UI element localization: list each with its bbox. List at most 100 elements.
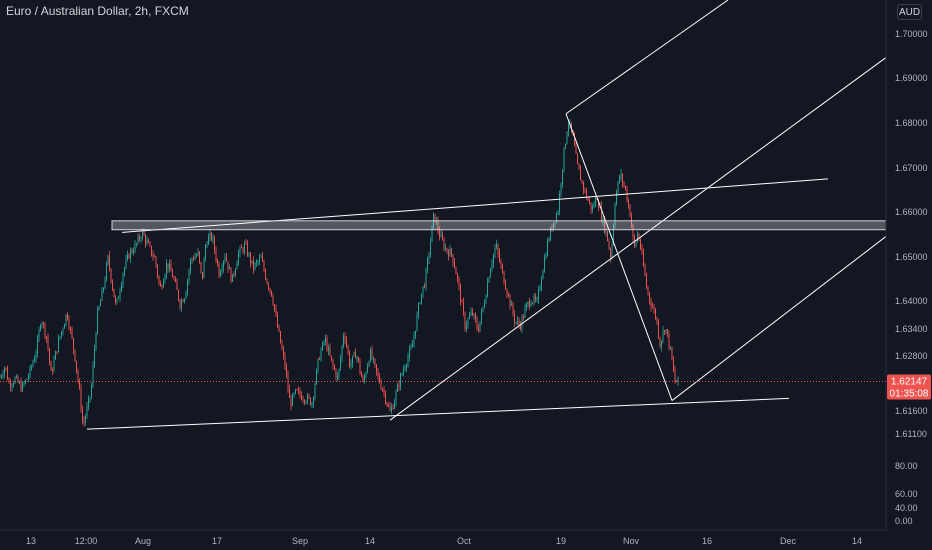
- candle-body: [595, 198, 596, 206]
- candle-body: [175, 279, 176, 282]
- time-tick-label: Sep: [292, 536, 308, 546]
- candle-body: [652, 307, 653, 308]
- candle-body: [428, 254, 430, 260]
- candle-body: [170, 263, 172, 272]
- candle-body: [452, 254, 454, 263]
- candle-body: [524, 308, 526, 318]
- candle-body: [22, 383, 23, 391]
- candle-body: [446, 248, 448, 252]
- candle-body: [353, 352, 355, 356]
- candle-body: [1, 376, 2, 378]
- candle-body: [470, 311, 472, 316]
- symbol-title[interactable]: Euro / Australian Dollar, 2h, FXCM: [6, 4, 189, 18]
- candle-body: [521, 316, 523, 329]
- candles-layer: [0, 119, 679, 427]
- candle-body: [121, 284, 122, 292]
- candle-body: [448, 251, 449, 257]
- candle-body: [215, 250, 217, 261]
- candle-body: [182, 300, 184, 303]
- candle-body: [331, 355, 332, 361]
- candle-body: [635, 241, 637, 247]
- time-axis-labels: 13 12:00 Aug 17 Sep 14 Oct 19 Nov 16 Dec 14: [26, 536, 862, 546]
- candle-body: [661, 340, 662, 347]
- candle-body: [145, 235, 146, 244]
- candle-body: [592, 206, 593, 210]
- candle-body: [346, 339, 347, 346]
- candle-body: [112, 281, 113, 289]
- candle-body: [37, 339, 38, 354]
- candle-body: [25, 379, 26, 384]
- candle-body: [191, 258, 193, 261]
- candle-body: [622, 173, 623, 183]
- candle-body: [629, 204, 631, 217]
- time-tick-label: 17: [212, 536, 222, 546]
- candle-body: [260, 256, 262, 258]
- candle-body: [259, 257, 260, 262]
- candle-body: [124, 267, 125, 274]
- candle-body: [658, 322, 659, 338]
- candle-body: [34, 358, 35, 362]
- candle-body: [517, 320, 518, 323]
- candle-body: [50, 361, 52, 371]
- candle-body: [413, 336, 415, 345]
- candle-body: [611, 245, 613, 259]
- candle-body: [355, 352, 356, 359]
- candle-body: [359, 361, 361, 373]
- candle-body: [11, 385, 13, 387]
- price-tick-label: 1.70000: [895, 29, 928, 39]
- time-tick-label: 14: [365, 536, 375, 546]
- trendline-drawing: [565, 113, 673, 401]
- candle-body: [364, 376, 365, 382]
- candle-body: [155, 256, 157, 266]
- candle-body: [319, 358, 320, 360]
- candle-body: [20, 382, 22, 391]
- currency-button[interactable]: AUD: [897, 4, 922, 20]
- candle-body: [109, 255, 110, 269]
- candle-body: [178, 290, 179, 301]
- candle-body: [377, 371, 379, 376]
- candle-body: [19, 382, 20, 384]
- candle-body: [101, 289, 103, 301]
- time-tick-label: 14: [852, 536, 862, 546]
- candle-body: [40, 325, 41, 330]
- candle-body: [59, 336, 61, 339]
- candle-body: [668, 333, 670, 348]
- candle-body: [95, 333, 97, 349]
- volume-tick-label: 80.00: [895, 461, 918, 471]
- time-tick-label: 16: [702, 536, 712, 546]
- candle-body: [391, 407, 392, 412]
- candle-body: [283, 349, 284, 356]
- candle-body: [62, 328, 64, 332]
- candle-body: [613, 225, 614, 246]
- trendline-drawing: [389, 57, 887, 421]
- candle-body: [77, 370, 79, 382]
- candle-body: [664, 330, 665, 333]
- time-axis[interactable]: [0, 530, 886, 550]
- candle-body: [16, 376, 17, 378]
- candle-body: [341, 345, 343, 359]
- candle-body: [119, 291, 121, 298]
- candle-body: [313, 397, 314, 404]
- current-price-value: 1.62147: [891, 377, 928, 388]
- candle-body: [73, 338, 74, 350]
- candle-body: [82, 409, 83, 422]
- price-axis[interactable]: [886, 0, 932, 530]
- candle-body: [614, 204, 616, 226]
- candle-body: [481, 311, 482, 322]
- candle-body: [151, 245, 152, 255]
- candle-body: [250, 253, 251, 264]
- candle-body: [643, 252, 644, 266]
- candle-body: [98, 306, 100, 310]
- candle-body: [38, 329, 40, 340]
- candle-body: [430, 242, 431, 255]
- candle-body: [653, 307, 655, 310]
- candle-body: [673, 359, 674, 370]
- candle-body: [434, 213, 436, 222]
- candle-body: [617, 181, 619, 193]
- candle-body: [511, 303, 512, 306]
- candle-body: [277, 314, 278, 328]
- candle-body: [91, 385, 92, 398]
- candle-body: [254, 262, 256, 269]
- candle-body: [476, 320, 478, 329]
